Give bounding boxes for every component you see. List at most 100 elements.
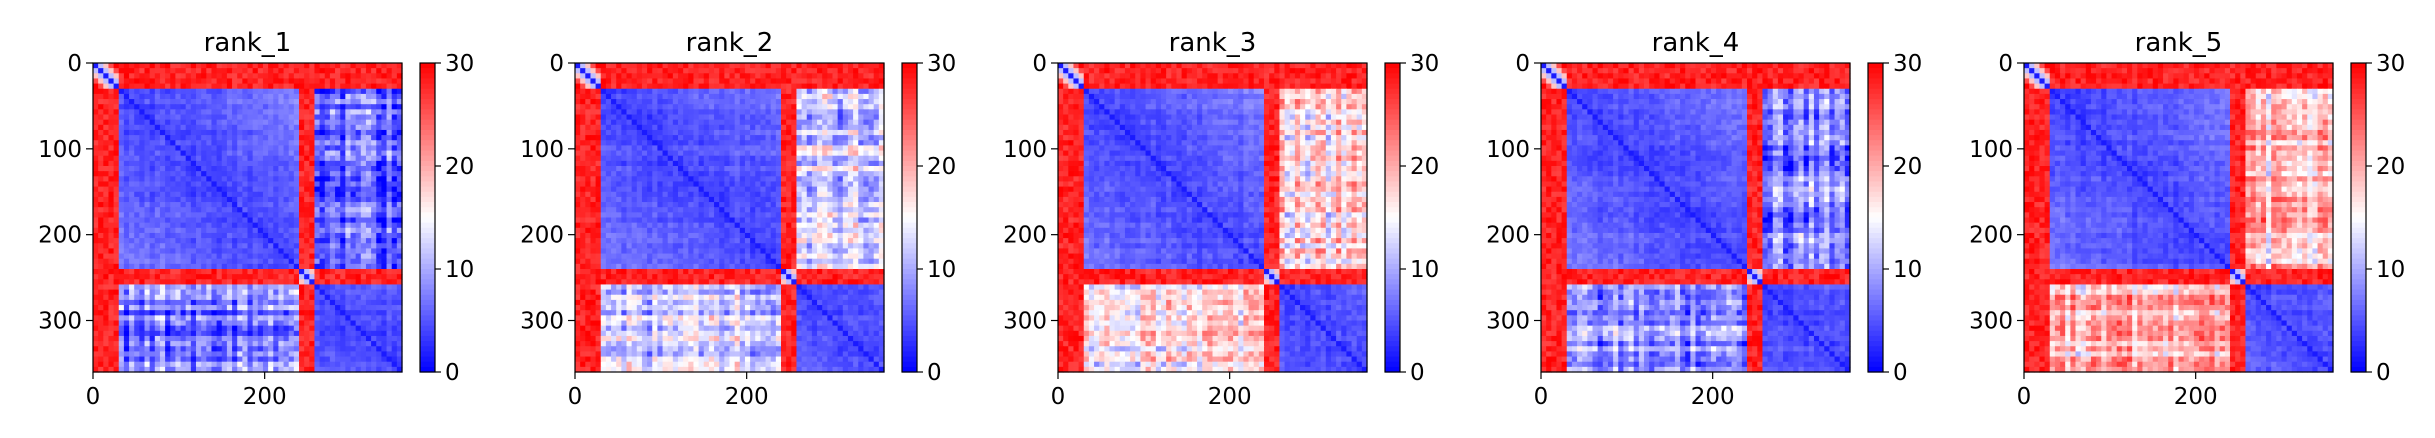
heatmap-cell bbox=[170, 109, 176, 116]
heatmap-cell bbox=[165, 217, 171, 224]
heatmap-cell bbox=[165, 93, 171, 100]
heatmap-cell bbox=[770, 150, 777, 157]
heatmap-cell bbox=[386, 212, 393, 219]
heatmap-cell bbox=[873, 78, 880, 85]
heatmap-cell bbox=[309, 119, 316, 126]
heatmap-cell bbox=[216, 135, 223, 141]
heatmap-cell bbox=[667, 160, 674, 167]
heatmap-cell bbox=[268, 361, 274, 368]
heatmap-cell bbox=[667, 150, 674, 157]
heatmap-cell bbox=[309, 263, 316, 270]
heatmap-cell bbox=[340, 253, 346, 260]
heatmap-cell bbox=[345, 341, 352, 347]
heatmap-cell bbox=[226, 114, 233, 121]
heatmap-cell bbox=[232, 222, 238, 229]
heatmap-cell bbox=[247, 124, 254, 131]
heatmap-cell bbox=[232, 315, 238, 322]
heatmap-cell bbox=[93, 129, 99, 136]
heatmap-cell bbox=[299, 227, 305, 234]
heatmap-cell bbox=[113, 191, 120, 198]
heatmap-cell bbox=[868, 63, 875, 69]
heatmap-cell bbox=[170, 274, 176, 280]
heatmap-cell bbox=[273, 279, 279, 286]
heatmap-cell bbox=[335, 232, 341, 239]
heatmap-cell bbox=[672, 63, 679, 69]
heatmap-cell bbox=[396, 310, 403, 316]
heatmap-cell bbox=[616, 99, 622, 105]
heatmap-cell bbox=[662, 109, 669, 116]
heatmap-cell bbox=[154, 181, 161, 188]
heatmap-cell bbox=[386, 330, 393, 337]
heatmap-cell bbox=[185, 346, 192, 352]
heatmap-cell bbox=[744, 63, 751, 69]
heatmap-cell bbox=[242, 135, 249, 141]
heatmap-cell bbox=[257, 361, 264, 368]
heatmap-cell bbox=[252, 212, 259, 219]
heatmap-cell bbox=[185, 93, 192, 100]
heatmap-cell bbox=[268, 269, 274, 275]
heatmap-cell bbox=[667, 104, 674, 110]
heatmap-cell bbox=[396, 366, 403, 373]
heatmap-cell bbox=[386, 366, 393, 373]
heatmap-cell bbox=[837, 99, 844, 105]
heatmap-cell bbox=[232, 196, 238, 203]
heatmap-cell bbox=[216, 294, 223, 301]
heatmap-cell bbox=[371, 279, 377, 286]
heatmap-cell bbox=[93, 346, 99, 352]
heatmap-cell bbox=[196, 335, 202, 342]
heatmap-cell bbox=[175, 263, 182, 270]
heatmap-cell bbox=[750, 99, 756, 105]
heatmap-cell bbox=[283, 243, 290, 249]
heatmap-cell bbox=[139, 346, 146, 352]
heatmap-cell bbox=[611, 93, 617, 100]
heatmap-cell bbox=[237, 88, 243, 95]
heatmap-cell bbox=[858, 140, 864, 146]
heatmap-cell bbox=[381, 202, 388, 208]
heatmap-cell bbox=[221, 135, 228, 141]
heatmap-cell bbox=[611, 88, 617, 95]
heatmap-cell bbox=[190, 155, 197, 162]
heatmap-cell bbox=[636, 160, 643, 167]
heatmap-cell bbox=[350, 346, 357, 352]
heatmap-cell bbox=[252, 68, 259, 74]
heatmap-cell bbox=[242, 284, 249, 291]
heatmap-cell bbox=[724, 109, 731, 116]
heatmap-cell bbox=[698, 155, 705, 162]
heatmap-cell bbox=[324, 155, 331, 162]
heatmap-cell bbox=[216, 315, 223, 322]
heatmap-cell bbox=[165, 191, 171, 198]
heatmap-cell bbox=[226, 325, 233, 332]
heatmap-cell bbox=[196, 330, 202, 337]
heatmap-cell bbox=[698, 99, 705, 105]
heatmap-cell bbox=[288, 330, 295, 337]
heatmap-cell bbox=[837, 68, 844, 74]
heatmap-cell bbox=[252, 124, 259, 131]
heatmap-cell bbox=[226, 212, 233, 219]
heatmap-cell bbox=[262, 351, 269, 358]
heatmap-cell bbox=[355, 196, 362, 203]
heatmap-cell bbox=[350, 191, 357, 198]
heatmap-cell bbox=[257, 325, 264, 332]
heatmap-cell bbox=[309, 104, 316, 110]
heatmap-cell bbox=[273, 135, 279, 141]
heatmap-cell bbox=[329, 191, 336, 198]
heatmap-cell bbox=[134, 181, 140, 188]
heatmap-cell bbox=[329, 315, 336, 322]
heatmap-cell bbox=[247, 227, 254, 234]
heatmap-cell bbox=[293, 346, 300, 352]
heatmap-cell bbox=[93, 135, 99, 141]
heatmap-cell bbox=[360, 83, 367, 90]
heatmap-cell bbox=[335, 186, 341, 193]
heatmap-cell bbox=[247, 305, 254, 311]
heatmap-cell bbox=[355, 258, 362, 265]
heatmap-cell bbox=[335, 166, 341, 172]
heatmap-cell bbox=[108, 68, 115, 74]
heatmap-cell bbox=[796, 109, 803, 116]
heatmap-cell bbox=[631, 93, 638, 100]
heatmap-cell bbox=[149, 289, 156, 296]
heatmap-cell bbox=[319, 171, 326, 177]
heatmap-cell bbox=[216, 88, 223, 95]
heatmap-cell bbox=[678, 114, 684, 121]
heatmap-cell bbox=[262, 305, 269, 311]
heatmap-cell bbox=[878, 150, 885, 157]
